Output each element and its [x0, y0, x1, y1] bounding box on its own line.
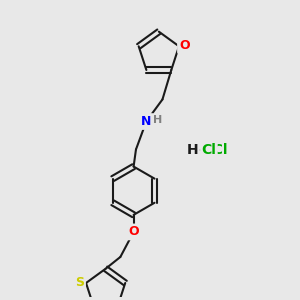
Text: O: O: [128, 225, 139, 239]
Text: H: H: [187, 143, 199, 157]
Text: HCl: HCl: [202, 143, 228, 157]
Text: H: H: [153, 115, 162, 125]
Text: N: N: [141, 115, 152, 128]
Text: O: O: [179, 39, 190, 52]
Text: S: S: [75, 276, 84, 289]
Text: Cl: Cl: [202, 143, 216, 157]
